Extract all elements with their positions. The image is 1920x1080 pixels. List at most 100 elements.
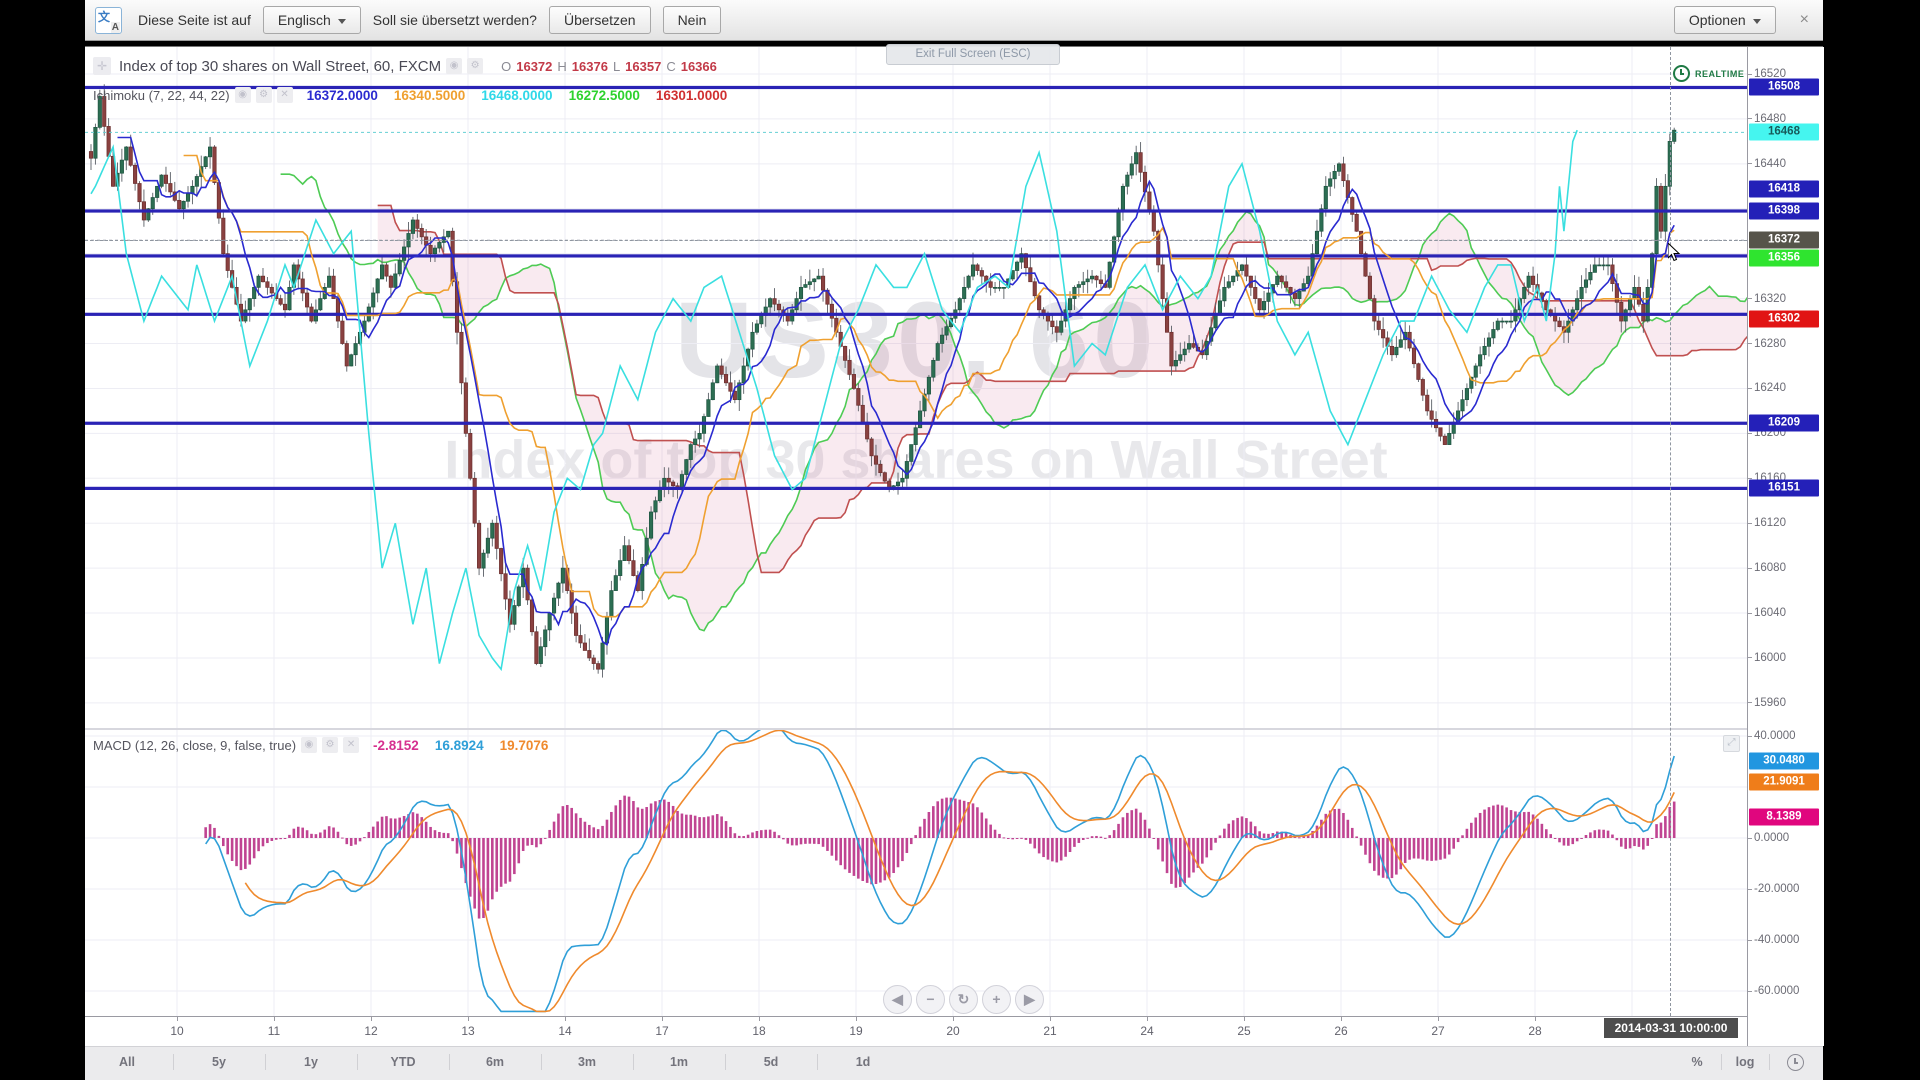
macd-label-21.9091: 21.9091	[1749, 773, 1819, 791]
axis-tick-mark	[1748, 477, 1752, 479]
time-tick-mark	[565, 1017, 566, 1021]
percent-scale-button[interactable]: %	[1691, 1055, 1703, 1069]
time-tick-mark	[274, 1017, 275, 1021]
symbol-menu-icon[interactable]: ✛	[93, 57, 111, 75]
main-chart-pane[interactable]	[85, 47, 1747, 728]
time-tick-mark	[1147, 1017, 1148, 1021]
macd-pane[interactable]	[85, 730, 1747, 1016]
time-label-24: 24	[1140, 1024, 1154, 1038]
gear-icon[interactable]: ⚙	[467, 58, 484, 74]
time-label-27: 27	[1431, 1024, 1445, 1038]
price-label-16209: 16209	[1749, 414, 1819, 432]
crosshair-horizontal	[85, 240, 1747, 241]
price-tick: 16000	[1754, 651, 1786, 664]
price-tick: 16040	[1754, 607, 1786, 620]
time-tick-mark	[856, 1017, 857, 1021]
macd-expand-icon[interactable]: ⤢	[1723, 735, 1740, 752]
translate-question: Soll sie übersetzt werden?	[372, 12, 537, 28]
horizontal-level-line	[85, 421, 1747, 425]
range-toolbar: All 5y 1y YTD 6m 3m 1m 5d 1d% log	[85, 1046, 1823, 1080]
time-axis[interactable]: 2014-03-31 10:00:00 10 11 12 13 14 17 18 19 20 21…	[85, 1016, 1823, 1047]
price-label-16468: 16468	[1749, 123, 1819, 141]
range-3m[interactable]: 3m	[577, 1055, 597, 1069]
time-label-12: 12	[364, 1024, 378, 1038]
eye-icon[interactable]: ◉	[234, 87, 251, 103]
pane-separator[interactable]	[85, 728, 1747, 730]
time-label-20: 20	[946, 1024, 960, 1038]
axis-tick-mark	[1748, 73, 1752, 75]
time-tick-mark	[1050, 1017, 1051, 1021]
log-scale-button[interactable]: log	[1735, 1055, 1755, 1069]
nav-back-button[interactable]: ◀	[883, 985, 912, 1014]
ichimoku-value: 16340.5000	[393, 87, 466, 103]
price-scale[interactable]: 16520 16480 16440 16320 16280 16240 16200 16160…	[1747, 47, 1824, 1046]
axis-tick-mark	[1748, 702, 1752, 704]
zoom-out-button[interactable]: −	[916, 985, 945, 1014]
options-dropdown[interactable]: Optionen	[1673, 6, 1776, 34]
axis-tick-mark	[1748, 118, 1752, 120]
range-5y[interactable]: 5y	[212, 1055, 226, 1069]
price-label-16356: 16356	[1749, 249, 1819, 267]
horizontal-level-line	[85, 312, 1747, 316]
zoom-in-button[interactable]: +	[982, 985, 1011, 1014]
price-tick: 16480	[1754, 112, 1786, 125]
eye-icon[interactable]: ◉	[446, 58, 463, 74]
eye-icon[interactable]: ◉	[301, 737, 318, 753]
toolbar-divider	[817, 1054, 818, 1070]
session-clock-icon[interactable]	[1787, 1054, 1804, 1071]
macd-value: 19.7076	[499, 737, 549, 753]
range-1m[interactable]: 1m	[669, 1055, 689, 1069]
nav-forward-button[interactable]: ▶	[1015, 985, 1044, 1014]
range-1y[interactable]: 1y	[304, 1055, 318, 1069]
range-ytd[interactable]: YTD	[390, 1055, 416, 1069]
range-5d[interactable]: 5d	[763, 1055, 779, 1069]
price-tick: 16320	[1754, 292, 1786, 305]
ichimoku-value: 16301.0000	[655, 87, 728, 103]
horizontal-level-line	[85, 209, 1747, 213]
time-label-11: 11	[267, 1024, 281, 1038]
range-1d[interactable]: 1d	[855, 1055, 871, 1069]
kijun-line	[183, 154, 1675, 618]
price-tick: 15960	[1754, 696, 1786, 709]
axis-tick-mark	[1748, 939, 1752, 941]
refresh-button[interactable]: ↻	[949, 985, 978, 1014]
toolbar-divider	[357, 1054, 358, 1070]
ichimoku-value: 16272.5000	[568, 87, 640, 103]
no-button[interactable]: Nein	[662, 6, 722, 34]
price-label-16372: 16372	[1749, 231, 1819, 249]
senkou-a-line	[280, 173, 1747, 632]
range-all[interactable]: All	[119, 1055, 135, 1069]
macd-label-30.0480: 30.0480	[1749, 752, 1819, 770]
gear-icon[interactable]: ⚙	[322, 737, 339, 753]
axis-tick-mark	[1748, 657, 1752, 659]
axis-tick-mark	[1748, 522, 1752, 524]
time-tick-mark	[953, 1017, 954, 1021]
language-dropdown[interactable]: Englisch	[262, 6, 361, 34]
macd-label-8.1389: 8.1389	[1749, 808, 1819, 826]
ichimoku-label: Ichimoku (7, 22, 44, 22)	[93, 87, 230, 103]
price-tick: 16520	[1754, 68, 1786, 80]
close-icon[interactable]: ✕	[343, 737, 360, 753]
range-6m[interactable]: 6m	[485, 1055, 505, 1069]
translate-button[interactable]: Übersetzen	[548, 6, 651, 34]
crosshair-vertical	[1670, 47, 1671, 1016]
macd-value: -2.8152	[373, 737, 419, 753]
axis-tick-mark	[1748, 432, 1752, 434]
time-tick-mark	[371, 1017, 372, 1021]
price-label-16151: 16151	[1749, 479, 1819, 497]
macd-tick: -20.0000	[1754, 883, 1800, 895]
toolbar-divider	[173, 1054, 174, 1070]
price-label-16302: 16302	[1749, 310, 1819, 328]
time-label-13: 13	[461, 1024, 475, 1038]
gear-icon[interactable]: ⚙	[255, 87, 272, 103]
toolbar-divider	[1769, 1054, 1770, 1070]
close-icon[interactable]: ×	[1799, 11, 1809, 28]
macd-tick: 40.0000	[1754, 730, 1796, 742]
crosshair-timestamp: 2014-03-31 10:00:00	[1604, 1018, 1738, 1038]
close-icon[interactable]: ✕	[276, 87, 293, 103]
macd-value: 16.8924	[434, 737, 484, 753]
exit-fullscreen-tooltip: Exit Full Screen (ESC)	[886, 44, 1060, 65]
price-label-16398: 16398	[1749, 202, 1819, 220]
